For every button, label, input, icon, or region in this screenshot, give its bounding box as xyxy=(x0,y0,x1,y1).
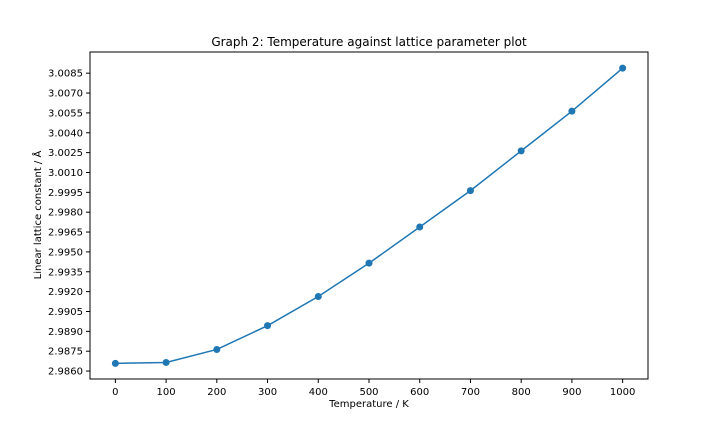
y-tick-label: 2.9860 xyxy=(48,367,83,378)
data-point xyxy=(568,107,576,115)
y-tick-label: 3.0010 xyxy=(48,168,83,179)
x-tick-label: 200 xyxy=(207,387,226,398)
data-point xyxy=(213,345,221,353)
y-tick-label: 2.9935 xyxy=(48,267,83,278)
x-tick-label: 600 xyxy=(410,387,429,398)
x-tick-label: 300 xyxy=(258,387,277,398)
y-tick-label: 2.9920 xyxy=(48,287,83,298)
data-point xyxy=(162,358,170,366)
data-point xyxy=(365,259,373,267)
y-tick-label: 3.0070 xyxy=(48,89,83,100)
y-tick-label: 2.9875 xyxy=(48,347,83,358)
data-point xyxy=(416,223,424,231)
y-tick-label: 2.9905 xyxy=(48,307,83,318)
data-point xyxy=(619,64,627,72)
data-point xyxy=(314,293,322,301)
y-tick-label: 2.9980 xyxy=(48,208,83,219)
series-line xyxy=(115,67,624,365)
x-tick-label: 1000 xyxy=(610,387,635,398)
data-point xyxy=(517,147,525,155)
data-point xyxy=(264,322,272,330)
y-tick-label: 3.0085 xyxy=(48,69,83,80)
x-tick-label: 0 xyxy=(112,387,118,398)
y-tick-label: 2.9965 xyxy=(48,228,83,239)
y-tick-label: 3.0025 xyxy=(48,148,83,159)
y-tick-label: 2.9950 xyxy=(48,247,83,258)
y-tick-label: 3.0040 xyxy=(48,128,83,139)
x-axis-label: Temperature / K xyxy=(328,399,409,410)
x-tick-label: 900 xyxy=(562,387,581,398)
x-tick-label: 400 xyxy=(309,387,328,398)
data-point xyxy=(466,187,474,195)
data-point xyxy=(111,359,119,367)
x-tick-label: 500 xyxy=(359,387,378,398)
y-axis-label: Linear lattice constant / Å xyxy=(31,151,44,280)
x-tick-label: 100 xyxy=(157,387,176,398)
x-tick-label: 800 xyxy=(512,387,531,398)
y-tick-label: 2.9890 xyxy=(48,327,83,338)
chart-title: Graph 2: Temperature against lattice par… xyxy=(211,35,527,49)
y-tick-label: 2.9995 xyxy=(48,188,83,199)
x-tick-label: 700 xyxy=(461,387,480,398)
axes-frame xyxy=(89,51,649,380)
y-tick-label: 3.0055 xyxy=(48,108,83,119)
